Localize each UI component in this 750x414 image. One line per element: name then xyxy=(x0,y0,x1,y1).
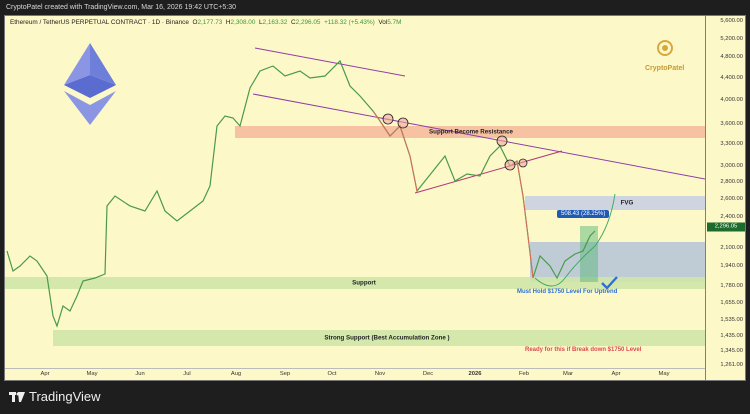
touch-circle xyxy=(504,159,516,171)
fvg-zone xyxy=(525,196,705,210)
price-axis[interactable]: 5,600.00 5,200.00 4,800.00 4,400.00 4,00… xyxy=(705,16,746,380)
close-value: 2,296.05 xyxy=(295,19,321,26)
symbol-name: Ethereum / TetherUS PERPETUAL CONTRACT ·… xyxy=(10,19,189,26)
ethereum-logo-icon xyxy=(64,43,116,125)
strong-support-label: Strong Support (Best Accumulation Zone ) xyxy=(324,334,450,342)
breakdown-note: Ready for this if Break down $1750 Level xyxy=(525,347,642,353)
touch-circle xyxy=(518,158,528,168)
watermark-brand: CryptoPatel xyxy=(645,65,685,72)
time-axis[interactable]: Apr May Jun Jul Aug Sep Oct Nov Dec 2026… xyxy=(5,368,705,381)
high-value: 2,308.00 xyxy=(230,19,256,26)
measure-box xyxy=(580,226,598,282)
tradingview-logo-icon xyxy=(9,391,25,402)
projection-curve xyxy=(534,193,616,287)
support-label: Support xyxy=(352,279,376,287)
range-box xyxy=(530,242,705,282)
tradingview-brand[interactable]: TradingView xyxy=(9,389,101,404)
touch-circle xyxy=(397,117,409,129)
measure-label: 508.43 (28.25%) xyxy=(557,210,610,218)
symbol-legend: Ethereum / TetherUS PERPETUAL CONTRACT ·… xyxy=(10,19,402,26)
touch-circle xyxy=(382,113,394,125)
price-chart[interactable] xyxy=(5,16,705,368)
fvg-label: FVG xyxy=(620,199,634,207)
open-value: 2,177.73 xyxy=(197,19,223,26)
current-price-tag: 2,296.05 xyxy=(707,222,745,232)
volume-value: 5.7M xyxy=(387,19,402,26)
touch-circle xyxy=(496,135,508,147)
support-zone xyxy=(5,277,705,289)
low-value: 2,163.32 xyxy=(262,19,288,26)
resistance-label: Support Become Resistance xyxy=(429,128,513,136)
cryptopatel-logo-icon xyxy=(657,40,673,56)
resistance-zone xyxy=(235,126,705,138)
must-hold-note: Must Hold $1750 Level For Uptrend xyxy=(517,289,618,295)
change-value: +118.32 (+5.43%) xyxy=(324,19,375,26)
strong-support-zone xyxy=(53,330,705,346)
chart-frame: Ethereum / TetherUS PERPETUAL CONTRACT ·… xyxy=(4,15,746,381)
checkmark-icon xyxy=(601,276,618,290)
brand-name: TradingView xyxy=(29,389,101,404)
chart-credit: CryptoPatel created with TradingView.com… xyxy=(6,4,237,11)
